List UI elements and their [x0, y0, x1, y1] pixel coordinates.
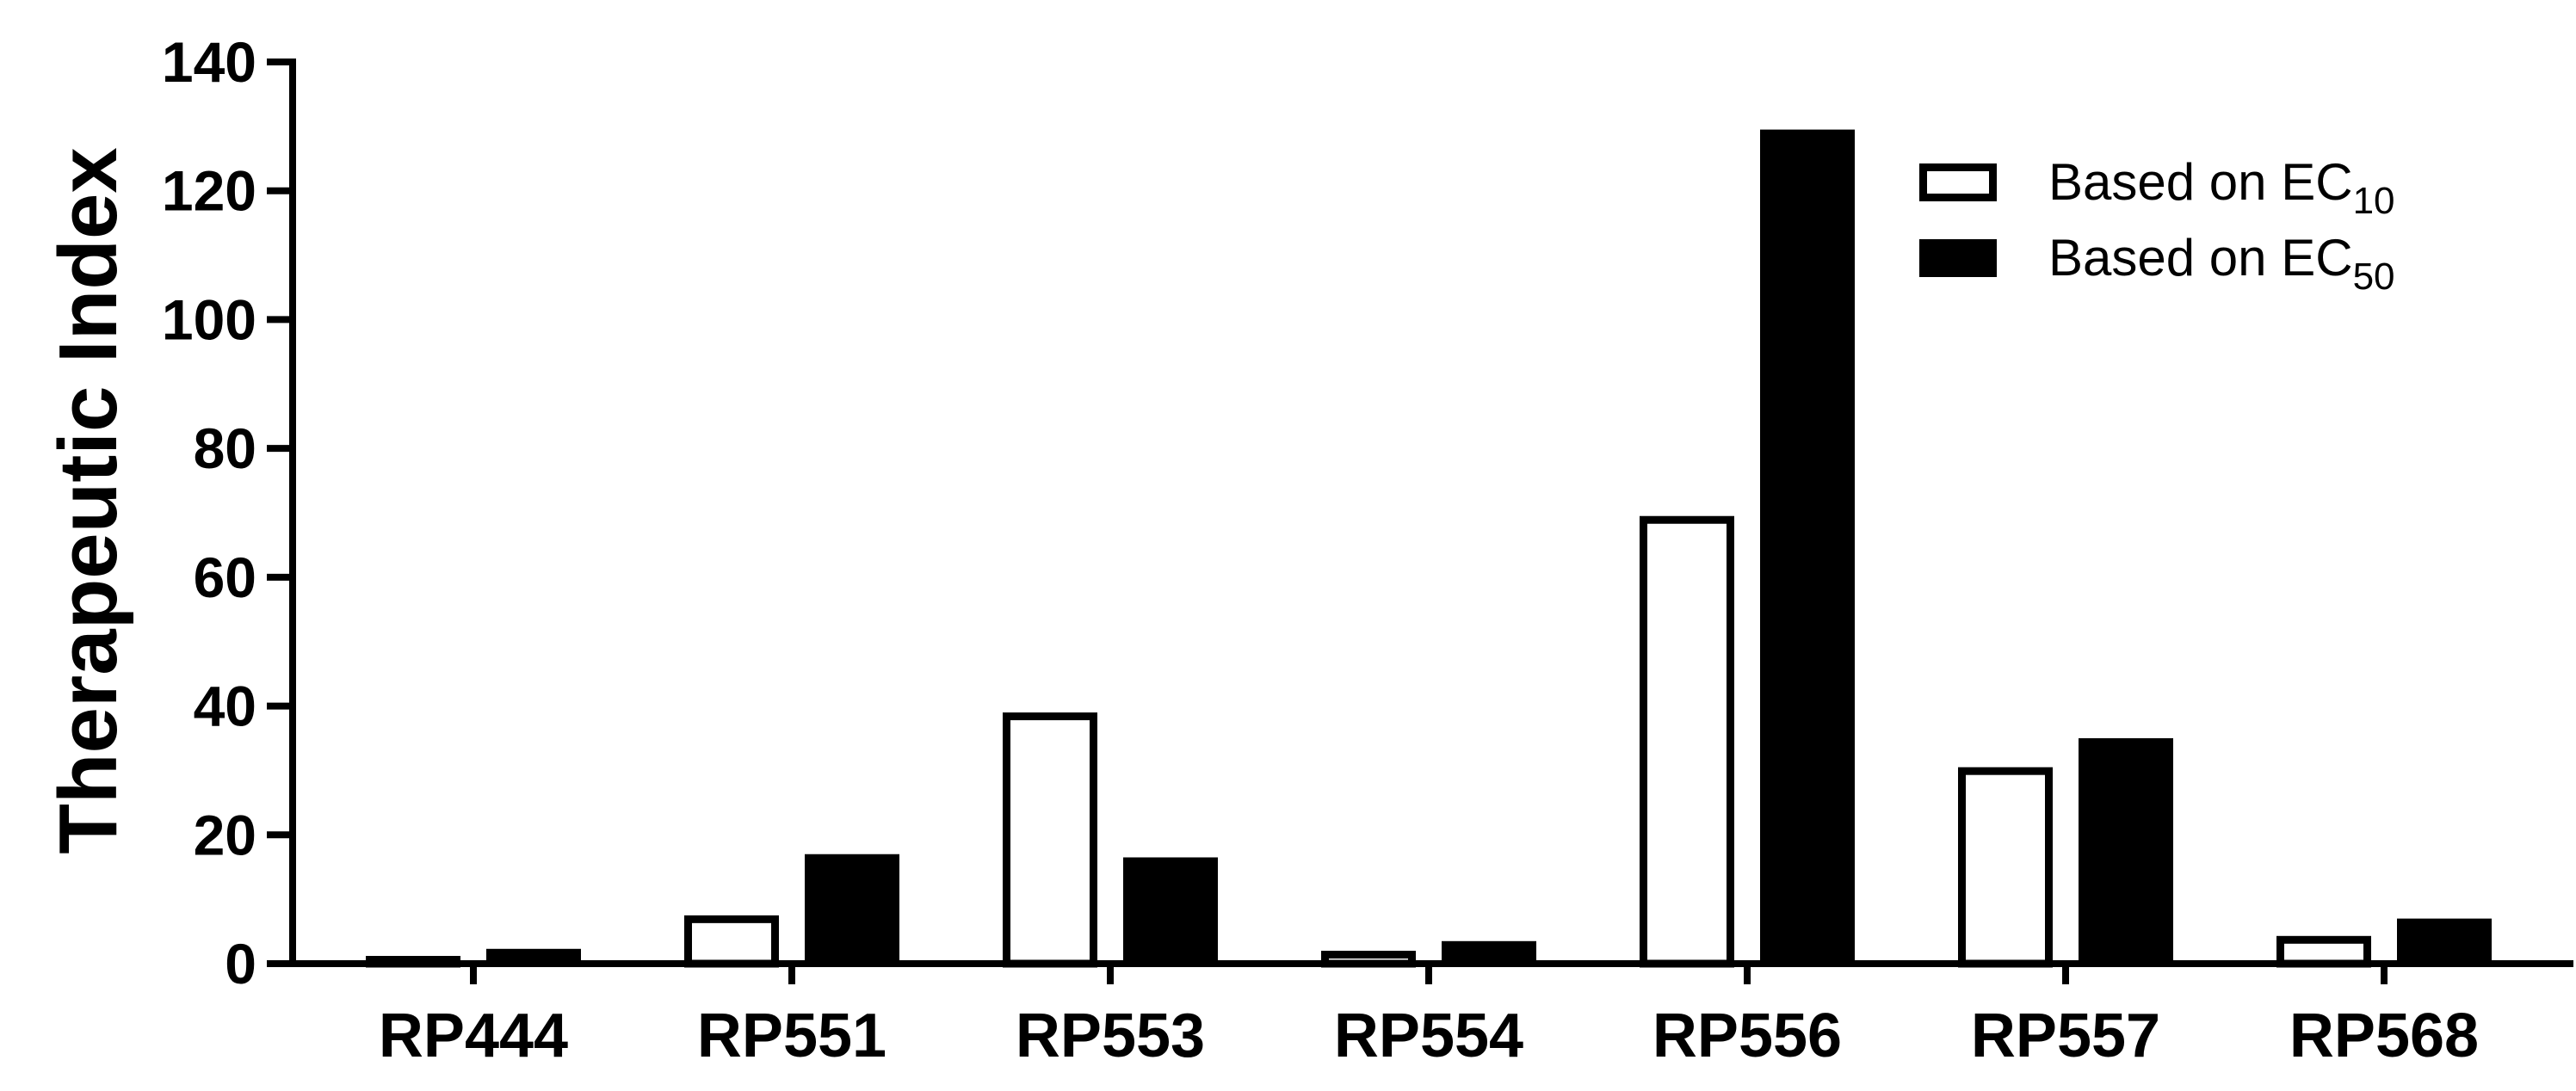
legend-label-subscript: 10 [2353, 180, 2395, 222]
bar-ec10-rp568 [2276, 935, 2371, 968]
x-tick-label-rp551: RP551 [697, 1002, 886, 1070]
bar-ec10-rp556 [1640, 515, 1734, 968]
legend-label-ec10: Based on EC10 [2048, 153, 2395, 222]
y-tick-label: 60 [194, 546, 256, 609]
legend-label-main: Based on EC [2048, 153, 2353, 211]
y-tick-label: 80 [194, 416, 256, 480]
x-tick-label-rp557: RP557 [1971, 1002, 2160, 1070]
bar-ec50-rp551 [805, 854, 899, 964]
bar-ec50-rp444 [486, 948, 581, 964]
bar-ec50-rp556 [1760, 129, 1855, 965]
legend-swatch-ec10 [1919, 163, 1997, 201]
legend-label-ec50: Based on EC50 [2048, 229, 2395, 298]
bar-ec10-rp551 [684, 915, 779, 968]
y-tick-label: 140 [162, 30, 256, 94]
bar-ec50-rp554 [1442, 940, 1536, 964]
bar-ec10-rp557 [1958, 767, 2053, 968]
legend-label-subscript: 50 [2353, 256, 2395, 298]
x-tick-label-rp556: RP556 [1652, 1002, 1842, 1070]
legend-label-main: Based on EC [2048, 229, 2353, 287]
y-axis-label: Therapeutic Index [42, 147, 134, 854]
y-tick-label: 100 [162, 287, 256, 351]
y-axis-ticks: 0 20 40 60 80 100 120 140 [162, 30, 293, 995]
bar-ec50-rp557 [2079, 738, 2173, 964]
legend-swatch-ec50 [1919, 239, 1997, 277]
bar-ec50-rp553 [1123, 857, 1218, 964]
x-tick-label-rp444: RP444 [379, 1002, 568, 1070]
x-tick-label-rp568: RP568 [2289, 1002, 2479, 1070]
bar-ec10-rp553 [1003, 712, 1097, 968]
x-tick-label-rp554: RP554 [1334, 1002, 1523, 1070]
y-tick-label: 40 [194, 675, 256, 738]
y-tick-label: 20 [194, 803, 256, 866]
x-axis-ticks: RP444 RP551 RP553 RP554 RP556 RP557 RP568 [379, 964, 2479, 1070]
y-tick-label: 0 [225, 932, 256, 995]
x-tick-label-rp553: RP553 [1016, 1002, 1205, 1070]
bar-ec50-rp568 [2397, 918, 2492, 964]
y-tick-label: 120 [162, 159, 256, 223]
